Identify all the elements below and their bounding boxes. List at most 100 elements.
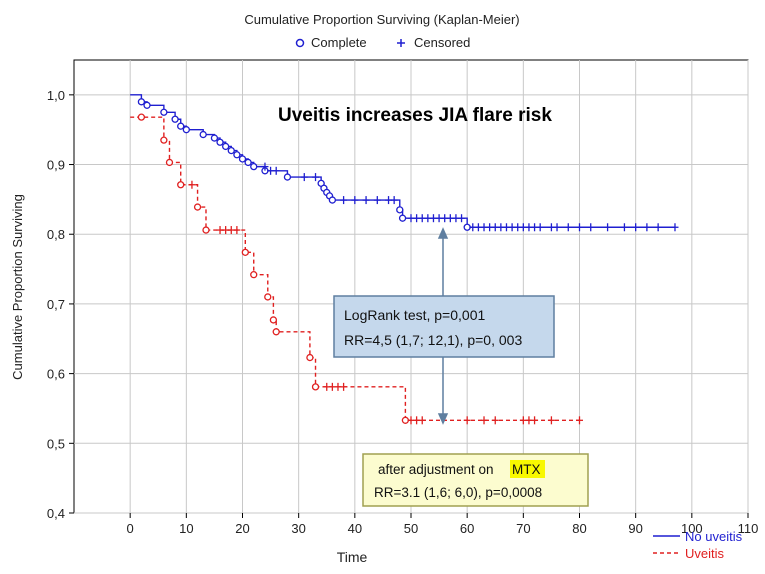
censored-point bbox=[620, 223, 628, 232]
event-point bbox=[182, 126, 190, 134]
censored-point bbox=[547, 416, 555, 425]
chart-title: Cumulative Proportion Surviving (Kaplan-… bbox=[244, 12, 519, 27]
legend-censored-marker bbox=[397, 39, 405, 47]
series-no-uveitis bbox=[130, 94, 679, 232]
adjust-line1-mtx: MTX bbox=[512, 462, 541, 477]
x-tick-label: 60 bbox=[460, 521, 474, 536]
x-tick-label: 110 bbox=[738, 521, 759, 536]
x-tick-label: 70 bbox=[516, 521, 530, 536]
censored-point bbox=[480, 416, 488, 425]
censored-point bbox=[576, 416, 583, 425]
event-point bbox=[269, 316, 278, 324]
event-point bbox=[233, 151, 241, 159]
event-point bbox=[227, 146, 235, 155]
x-tick-label: 80 bbox=[572, 521, 586, 536]
event-point bbox=[165, 158, 174, 167]
legend-uveitis-label: Uveitis bbox=[685, 546, 725, 561]
censored-point bbox=[233, 226, 241, 235]
y-tick-label: 0,9 bbox=[47, 158, 65, 173]
x-tick-label: 30 bbox=[291, 521, 305, 536]
event-point bbox=[193, 203, 202, 211]
x-tick-label: 40 bbox=[348, 521, 362, 536]
series-uveitis bbox=[130, 113, 583, 425]
y-axis-ticks: 0,4 0,5 0,6 0,7 0,8 0,9 1,0 bbox=[47, 88, 74, 521]
event-point bbox=[264, 293, 272, 301]
censored-point bbox=[587, 223, 595, 232]
logrank-line1: LogRank test, p=0,001 bbox=[344, 307, 485, 323]
censored-point bbox=[654, 223, 662, 232]
censored-point bbox=[272, 166, 280, 175]
censored-point bbox=[463, 416, 471, 425]
y-axis-label: Cumulative Proportion Surviving bbox=[10, 194, 25, 380]
x-tick-label: 50 bbox=[404, 521, 418, 536]
legend-censored-label: Censored bbox=[414, 35, 470, 50]
event-point bbox=[171, 115, 179, 123]
event-point bbox=[160, 136, 168, 144]
event-point bbox=[137, 98, 146, 106]
legend-no-uveitis-label: No uveitis bbox=[685, 529, 743, 544]
legend-bottom: No uveitis Uveitis bbox=[653, 529, 743, 561]
legend-complete-label: Complete bbox=[311, 35, 367, 50]
event-point bbox=[244, 158, 252, 167]
x-tick-label: 100 bbox=[681, 521, 703, 536]
censored-point bbox=[576, 223, 583, 232]
censored-point bbox=[362, 196, 370, 205]
x-axis-ticks: 0 10 20 30 40 50 60 70 80 90 100 110 bbox=[127, 513, 759, 536]
y-tick-label: 0,5 bbox=[47, 436, 65, 451]
legend-top: Complete Censored bbox=[295, 35, 470, 50]
event-point bbox=[238, 155, 247, 163]
event-point bbox=[250, 162, 258, 171]
censored-point bbox=[340, 196, 348, 205]
censored-point bbox=[340, 382, 348, 391]
censored-point bbox=[604, 223, 612, 232]
y-tick-label: 0,6 bbox=[47, 367, 65, 382]
event-point bbox=[210, 134, 219, 142]
event-point bbox=[221, 142, 230, 151]
event-point bbox=[401, 416, 410, 424]
mtx-highlight bbox=[510, 460, 545, 478]
x-tick-label: 20 bbox=[235, 521, 249, 536]
event-point bbox=[199, 130, 207, 139]
logrank-box: LogRank test, p=0,001 RR=4,5 (1,7; 12,1)… bbox=[333, 295, 555, 358]
event-point bbox=[216, 138, 224, 146]
censored-point bbox=[418, 416, 426, 425]
event-point bbox=[311, 383, 320, 391]
censored-point bbox=[553, 223, 561, 232]
annotation-main: Uveitis increases JIA flare risk bbox=[278, 105, 552, 126]
adjust-box: after adjustment on MTX RR=3.1 (1,6; 6,0… bbox=[362, 453, 589, 507]
censored-point bbox=[536, 223, 544, 232]
censored-point bbox=[458, 214, 466, 223]
censored-point bbox=[373, 196, 381, 205]
event-point bbox=[177, 122, 185, 130]
event-point bbox=[143, 101, 151, 109]
censored-point bbox=[390, 196, 398, 205]
censored-point bbox=[261, 162, 269, 171]
censored-point bbox=[351, 196, 359, 205]
censored-point bbox=[491, 416, 499, 425]
event-point bbox=[177, 181, 185, 189]
censored-point bbox=[300, 173, 308, 182]
adjust-line1-prefix: after adjustment on bbox=[378, 462, 494, 477]
event-point bbox=[250, 271, 258, 279]
y-tick-label: 1,0 bbox=[47, 88, 65, 103]
series-layer bbox=[130, 94, 679, 425]
adjust-line2: RR=3.1 (1,6; 6,0), p=0,0008 bbox=[374, 485, 542, 500]
censored-point bbox=[632, 223, 640, 232]
event-point bbox=[137, 113, 146, 121]
legend-complete-marker bbox=[295, 38, 305, 48]
event-point bbox=[328, 196, 337, 204]
y-tick-label: 0,4 bbox=[47, 506, 65, 521]
censored-point bbox=[531, 416, 539, 425]
event-point bbox=[396, 206, 404, 214]
y-tick-label: 0,8 bbox=[47, 227, 65, 242]
event-point bbox=[241, 248, 249, 257]
event-point bbox=[306, 353, 314, 362]
x-axis-label: Time bbox=[337, 549, 368, 565]
censored-point bbox=[188, 180, 196, 189]
event-point bbox=[463, 223, 471, 231]
event-point bbox=[272, 328, 280, 336]
censored-point bbox=[671, 223, 679, 232]
x-tick-label: 0 bbox=[127, 521, 134, 536]
event-point bbox=[283, 173, 292, 181]
